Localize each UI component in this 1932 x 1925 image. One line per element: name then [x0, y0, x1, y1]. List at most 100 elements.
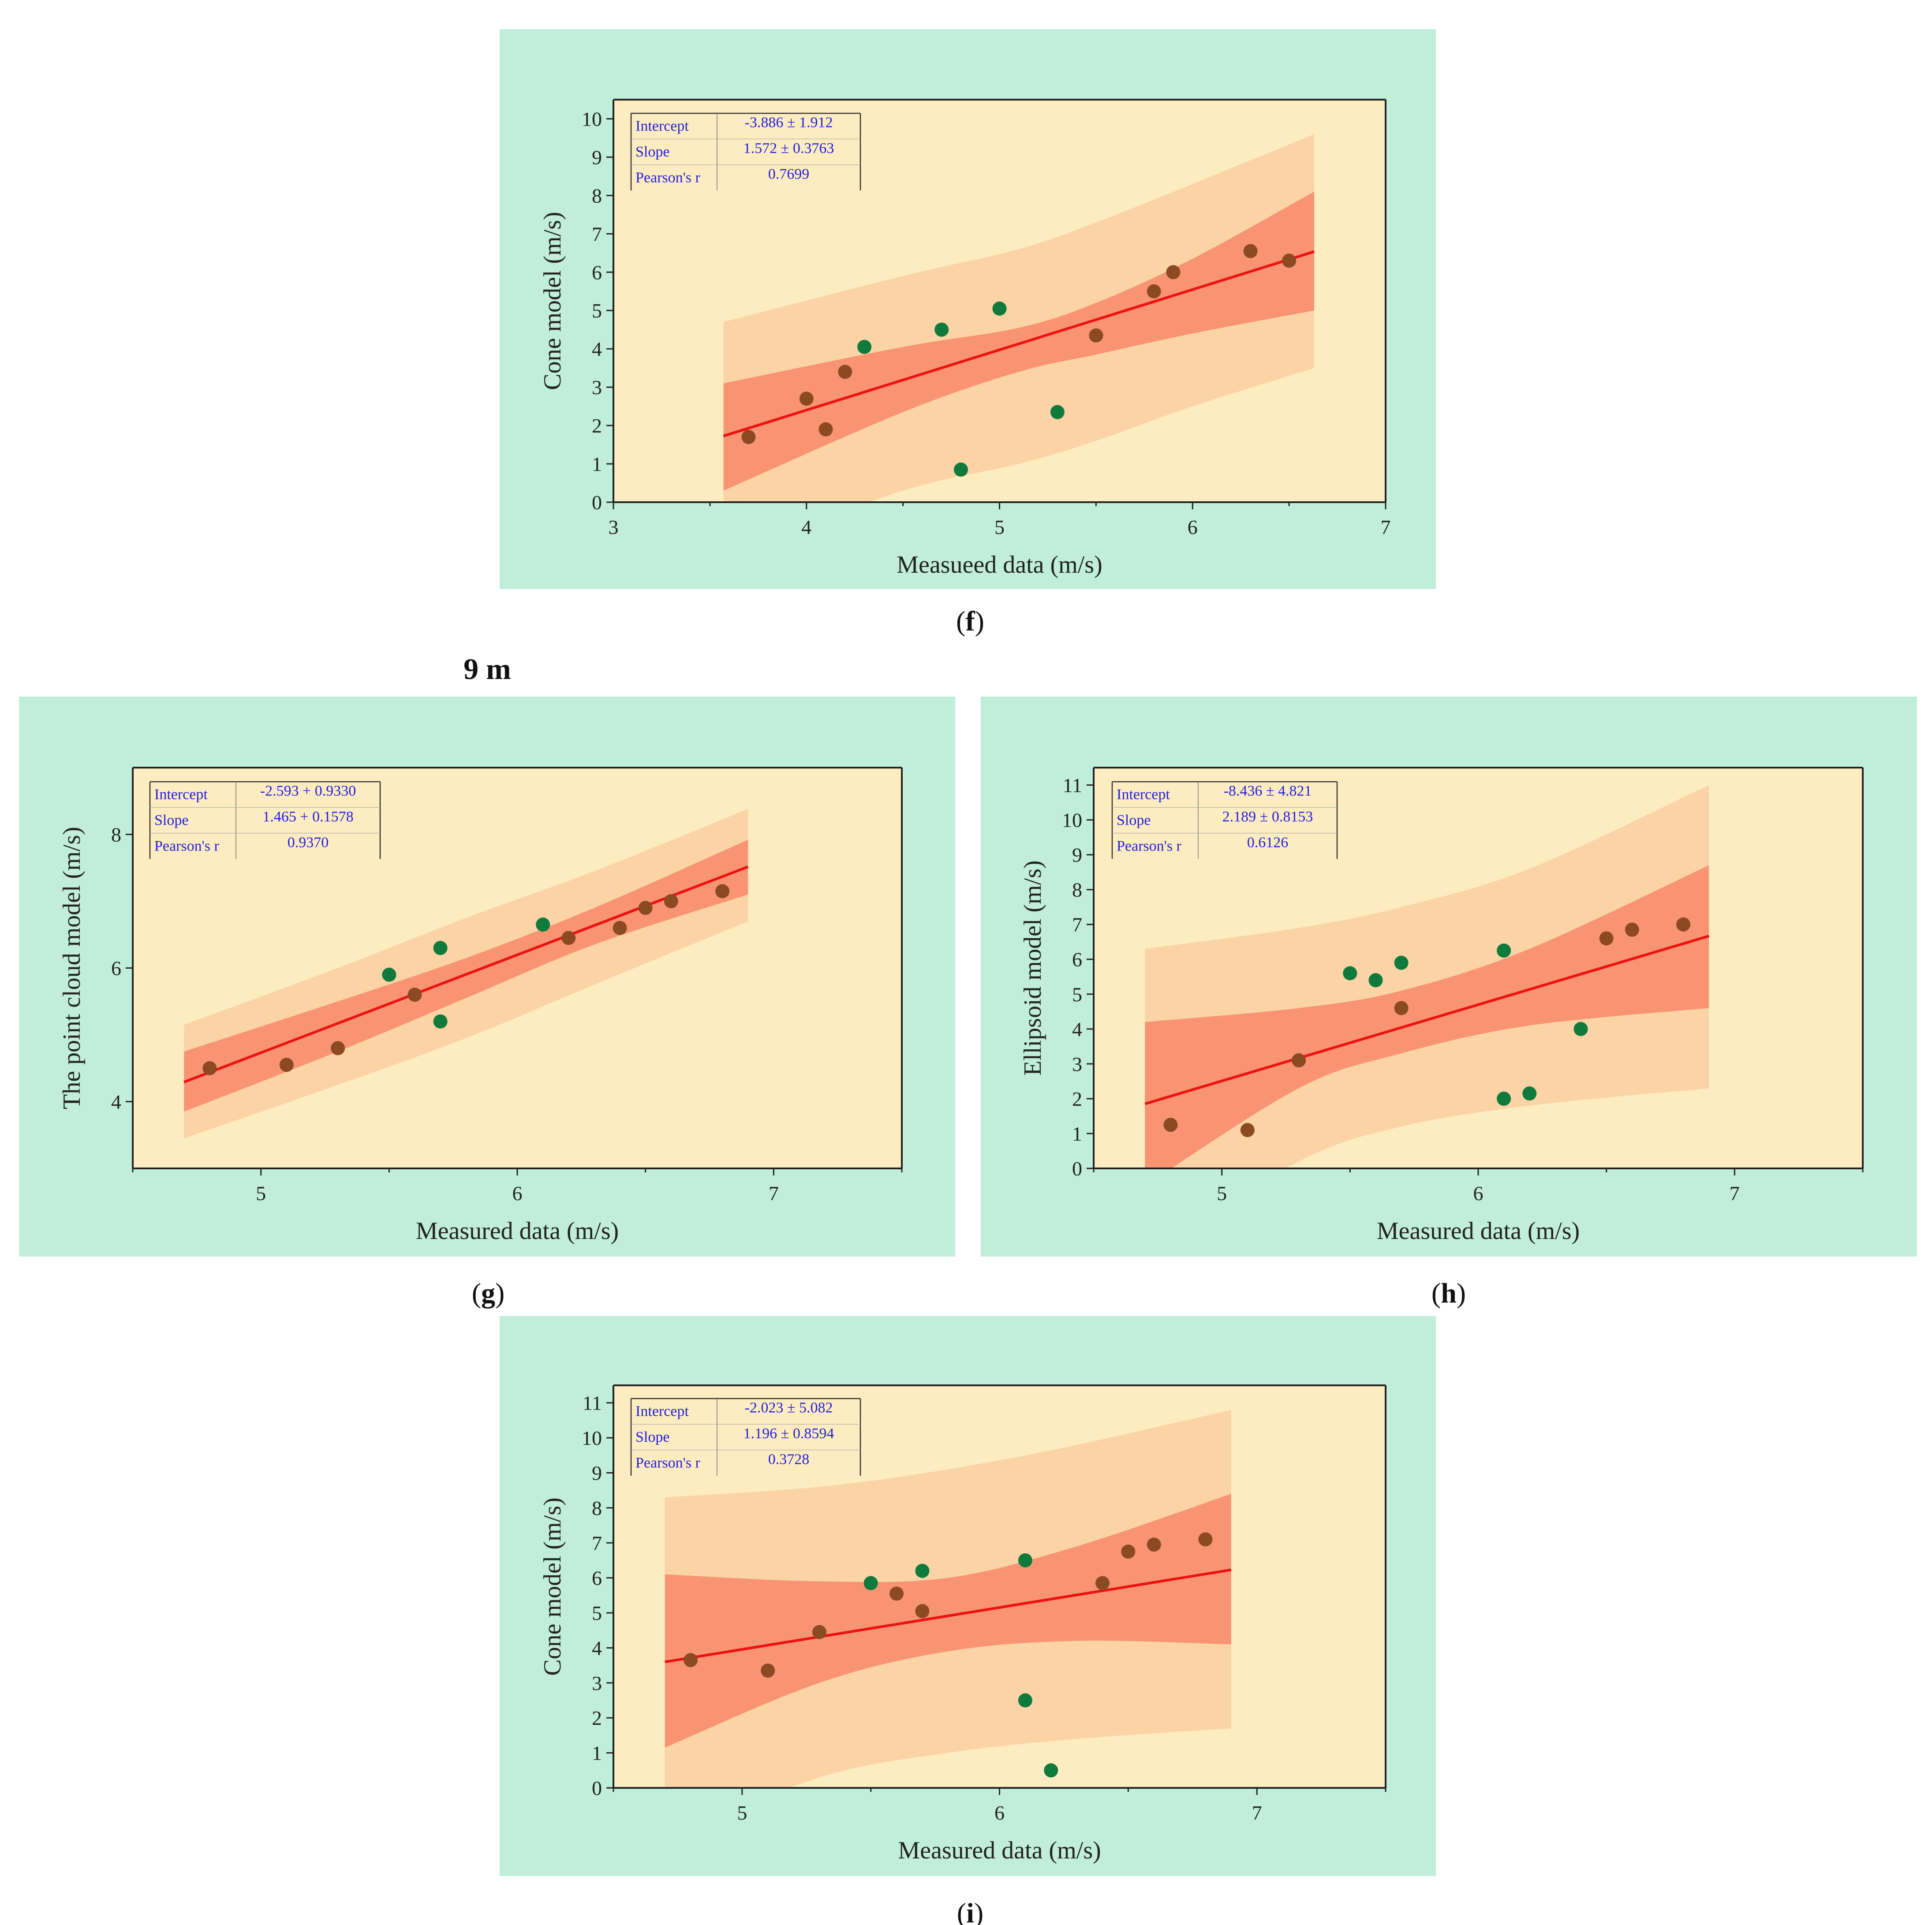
stats-label: Slope: [635, 144, 669, 160]
x-tick-label: 6: [512, 1182, 523, 1205]
data-point-brown: [684, 1653, 698, 1668]
data-point-green: [1018, 1693, 1032, 1708]
data-point-green: [1368, 973, 1383, 988]
chart-panel-h: 0 1 2 3 4 5 6 7 8 9 10 11 5 6 7 Measured data (m/s) Elli…: [981, 697, 1917, 1309]
data-point-green: [1050, 405, 1065, 419]
stats-label: Slope: [154, 812, 188, 828]
data-point-brown: [1243, 244, 1258, 258]
data-point-brown: [1198, 1532, 1213, 1547]
data-point-brown: [889, 1586, 904, 1601]
x-tick-label: 7: [769, 1182, 779, 1205]
data-point-brown: [1095, 1576, 1110, 1590]
stats-label: Intercept: [635, 1403, 689, 1420]
stats-value: 0.7699: [768, 166, 810, 182]
y-tick-label: 4: [592, 338, 602, 360]
stats-label: Slope: [1117, 812, 1151, 828]
x-tick-label: 6: [994, 1802, 1005, 1824]
x-tick-label: 7: [1730, 1182, 1740, 1205]
stats-value: 0.6126: [1247, 834, 1289, 851]
band-group: [723, 134, 1315, 502]
data-point-green: [1497, 1091, 1511, 1106]
stats-value: 1.196 ± 0.8594: [744, 1425, 834, 1442]
y-tick-label: 7: [1072, 914, 1082, 936]
y-axis-title: Cone model (m/s): [539, 1497, 566, 1675]
y-axis-title: The point cloud model (m/s): [58, 827, 86, 1109]
chart-panel-f: 0 1 2 3 4 5 6 7 8 9 10 3 4 5 6 7 Measueed data (m/s) Cone…: [500, 29, 1436, 637]
x-axis-title: Measured data (m/s): [416, 1217, 619, 1245]
data-point-brown: [741, 430, 756, 444]
data-point-green: [1573, 1022, 1588, 1036]
x-tick-label: 6: [1188, 516, 1198, 538]
panel-label: (i): [957, 1897, 983, 1925]
data-point-green: [433, 941, 448, 955]
data-point-green: [1044, 1763, 1058, 1778]
y-tick-label: 2: [1072, 1088, 1082, 1110]
stats-label: Intercept: [635, 118, 689, 134]
y-axis-title: Ellipsoid model (m/s): [1019, 860, 1046, 1075]
chart-panel-g: 4 6 8 5 6 7 Measured data (m/s) The point cloud…: [19, 697, 955, 1309]
fit-line: [1144, 935, 1710, 1105]
y-tick-label: 1: [592, 453, 602, 475]
stats-label: Pearson's r: [154, 838, 220, 854]
data-point-brown: [1292, 1053, 1306, 1067]
section-heading: 9 m: [463, 652, 511, 686]
fit-line: [665, 1568, 1232, 1664]
y-tick-label: 3: [592, 376, 602, 399]
data-point-brown: [407, 988, 422, 1002]
x-tick-label: 3: [609, 516, 619, 538]
data-point-green: [433, 1014, 448, 1029]
data-point-green: [934, 322, 949, 337]
y-tick-label: 10: [582, 108, 602, 130]
y-tick-label: 4: [592, 1637, 602, 1659]
stats-value: 0.3728: [768, 1451, 810, 1467]
data-point-green: [915, 1563, 930, 1578]
stats-value: -3.886 ± 1.912: [745, 115, 833, 131]
y-tick-label: 4: [1072, 1018, 1082, 1041]
band-group: [1145, 785, 1709, 1168]
y-tick-label: 4: [111, 1091, 121, 1113]
stats-value: -8.436 ± 4.821: [1224, 783, 1312, 799]
y-tick-label: 0: [1072, 1157, 1082, 1180]
y-tick-label: 6: [1072, 948, 1082, 971]
stats-value: 2.189 ± 0.8153: [1222, 809, 1313, 825]
y-tick-label: 5: [1072, 983, 1082, 1006]
data-point-brown: [613, 921, 627, 935]
y-tick-label: 7: [592, 1532, 602, 1554]
y-tick-label: 6: [592, 1567, 602, 1589]
stats-label: Slope: [635, 1429, 669, 1445]
fit-line: [723, 250, 1315, 437]
y-tick-label: 8: [111, 824, 121, 846]
confidence-band: [1145, 865, 1709, 1168]
stats-label: Pearson's r: [635, 169, 701, 186]
y-tick-label: 2: [592, 414, 602, 437]
data-point-brown: [799, 392, 814, 406]
x-axis-title: Measured data (m/s): [1377, 1217, 1580, 1245]
stats-label: Pearson's r: [635, 1455, 701, 1471]
data-point-brown: [812, 1625, 826, 1639]
stats-label: Pearson's r: [1117, 838, 1182, 854]
stats-table: Intercept -8.436 ± 4.821 Slope 2.189 ± 0.81…: [1111, 781, 1338, 859]
y-tick-label: 0: [592, 491, 602, 514]
x-tick-label: 5: [994, 516, 1005, 538]
data-point-green: [536, 918, 550, 932]
data-point-brown: [202, 1061, 217, 1075]
data-point-green: [857, 339, 872, 354]
y-tick-label: 0: [592, 1777, 602, 1799]
y-tick-label: 11: [583, 1392, 602, 1414]
confidence-band: [665, 1494, 1231, 1748]
y-tick-label: 8: [1072, 879, 1082, 901]
x-tick-label: 7: [1381, 516, 1391, 538]
y-tick-label: 8: [592, 1497, 602, 1519]
data-point-green: [863, 1576, 878, 1590]
data-point-green: [1522, 1086, 1537, 1101]
y-tick-label: 5: [592, 299, 602, 322]
y-tick-label: 6: [592, 261, 602, 284]
stats-table: Intercept -2.593 + 0.9330 Slope 1.465 + 0.1…: [149, 781, 381, 859]
y-tick-label: 3: [1072, 1053, 1082, 1075]
data-point-green: [1394, 955, 1409, 970]
data-point-brown: [1147, 284, 1161, 298]
data-point-green: [1018, 1553, 1032, 1567]
y-tick-label: 9: [592, 146, 602, 168]
x-axis-title: Measured data (m/s): [898, 1837, 1101, 1864]
